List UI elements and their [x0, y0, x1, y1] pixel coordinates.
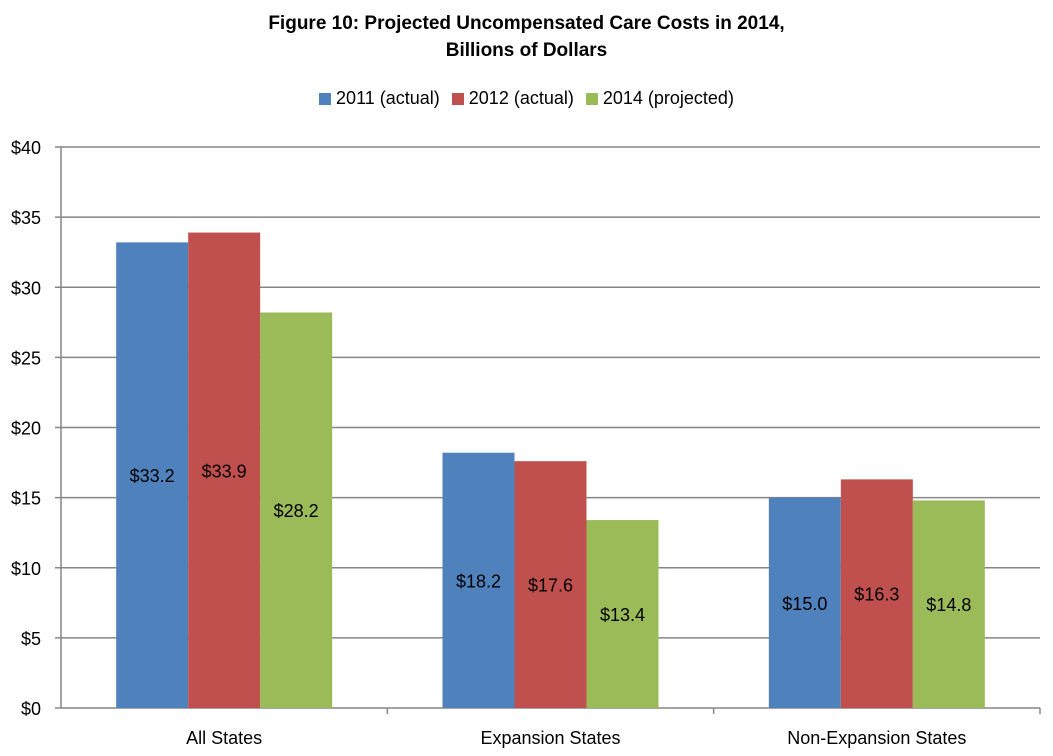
bar	[442, 452, 515, 708]
y-tick-label: $30	[11, 278, 41, 298]
x-tick-label: Non-Expansion States	[787, 728, 966, 748]
bar	[912, 500, 985, 708]
data-label: $33.9	[202, 461, 247, 481]
legend-label: 2014 (projected)	[602, 88, 734, 108]
data-label: $17.6	[528, 576, 573, 596]
legend-item: 2014 (projected)	[585, 88, 734, 109]
chart-title: Figure 10: Projected Uncompensated Care …	[0, 10, 1053, 64]
y-tick-label: $40	[11, 138, 41, 158]
legend-item: 2012 (actual)	[451, 88, 574, 109]
bar	[840, 479, 913, 708]
legend-swatch	[319, 92, 332, 105]
legend: 2011 (actual) 2012 (actual) 2014 (projecte…	[0, 88, 1053, 110]
x-tick-label: Expansion States	[480, 728, 620, 748]
legend-label: 2011 (actual)	[336, 88, 440, 108]
y-tick-label: $20	[11, 419, 41, 439]
y-tick-label: $0	[21, 699, 41, 719]
bar	[260, 312, 333, 708]
data-label: $18.2	[456, 571, 501, 591]
y-tick-label: $10	[11, 559, 41, 579]
y-tick-label: $15	[11, 489, 41, 509]
legend-swatch	[451, 92, 464, 105]
data-label: $14.8	[926, 595, 971, 615]
legend-label: 2012 (actual)	[468, 88, 574, 108]
title-line-2: Billions of Dollars	[445, 40, 608, 61]
bar	[188, 232, 261, 709]
bar	[768, 497, 841, 708]
data-label: $13.4	[600, 605, 645, 625]
bar	[586, 520, 659, 708]
data-label: $33.2	[130, 466, 175, 486]
bar	[514, 461, 587, 708]
title-line-1: Figure 10: Projected Uncompensated Care …	[268, 13, 785, 34]
legend-swatch	[585, 92, 598, 105]
y-tick-label: $25	[11, 348, 41, 368]
data-label: $15.0	[782, 594, 827, 614]
y-tick-label: $35	[11, 208, 41, 228]
data-label: $16.3	[854, 585, 899, 605]
x-tick-label: All States	[186, 728, 262, 748]
y-tick-label: $5	[21, 629, 41, 649]
legend-item: 2011 (actual)	[319, 88, 440, 109]
data-label: $28.2	[274, 501, 319, 521]
bar	[116, 242, 189, 708]
